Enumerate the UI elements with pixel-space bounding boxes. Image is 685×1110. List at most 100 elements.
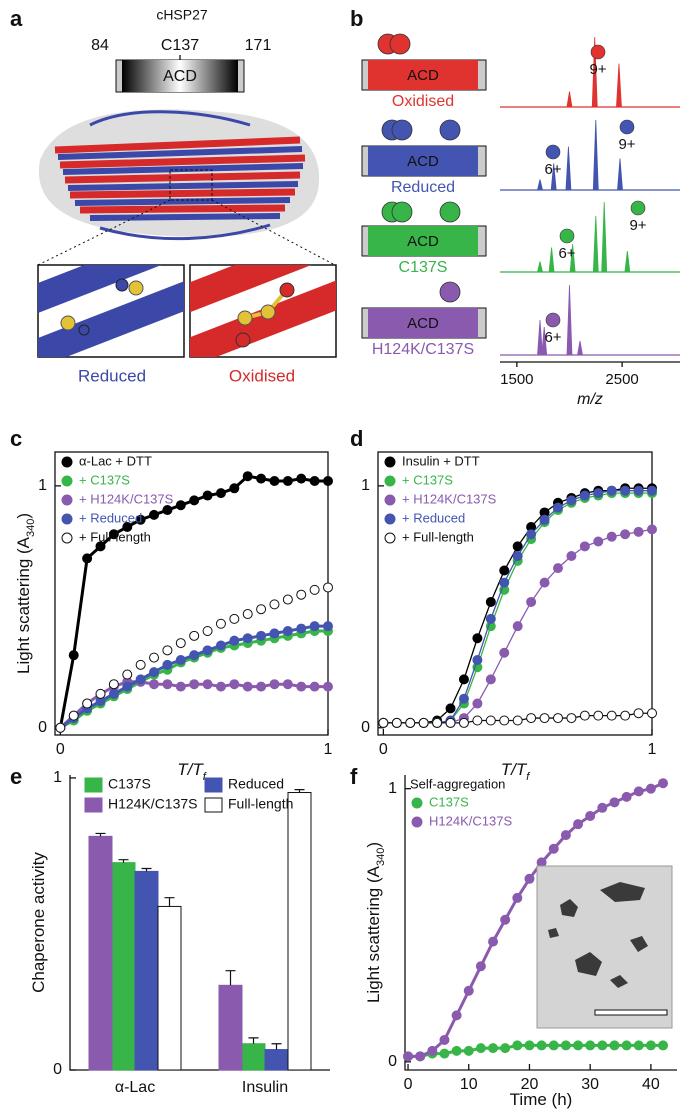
y-axis-label: Light scattering (A340) — [14, 513, 36, 674]
data-point — [229, 635, 240, 646]
data-point — [512, 1040, 523, 1051]
peak — [537, 319, 543, 356]
data-point — [647, 524, 657, 535]
data-point — [647, 708, 657, 719]
legend-marker — [61, 532, 73, 544]
data-point — [475, 961, 486, 972]
data-point — [323, 476, 333, 487]
bar — [88, 835, 113, 1071]
data-point — [269, 476, 280, 487]
data-point — [560, 1040, 571, 1051]
data-point — [609, 797, 620, 808]
legend-marker — [384, 494, 396, 506]
data-point — [135, 674, 146, 685]
data-point — [472, 715, 483, 726]
charge-label: 9+ — [618, 136, 635, 153]
data-point — [633, 1040, 644, 1051]
legend-swatch — [84, 797, 103, 813]
data-point — [189, 495, 200, 506]
oligomer-icon — [391, 119, 413, 141]
label-text: Chaperone activity — [29, 852, 48, 993]
x-tick-label: 30 — [581, 1076, 599, 1093]
data-point — [485, 674, 496, 685]
data-point — [175, 681, 186, 692]
data-point — [526, 713, 537, 724]
data-point — [439, 1034, 450, 1045]
data-point — [512, 541, 523, 552]
bar — [264, 1049, 289, 1071]
data-point — [633, 708, 644, 719]
legend-marker — [384, 456, 396, 468]
data-point — [499, 577, 510, 588]
y-tick-label: 1 — [53, 769, 62, 786]
legend-label: + Full-length — [402, 529, 474, 544]
legend-marker — [61, 475, 73, 487]
construct-domain — [368, 146, 478, 176]
error-bar — [248, 1037, 259, 1044]
legend-label: + C137S — [402, 472, 453, 487]
legend-marker — [384, 513, 396, 525]
data-point — [149, 509, 160, 520]
data-point — [579, 541, 590, 552]
legend-marker — [61, 513, 73, 525]
legend-label: H124K/C137S — [429, 813, 512, 828]
legend-marker — [411, 797, 423, 809]
data-point — [229, 483, 240, 494]
data-point — [445, 703, 456, 714]
data-point — [68, 650, 79, 661]
peak — [537, 179, 543, 191]
data-point — [418, 717, 429, 728]
peak — [617, 158, 623, 191]
data-point — [500, 1043, 511, 1054]
legend-swatch — [84, 777, 103, 793]
data-point — [585, 810, 596, 821]
peak — [577, 340, 583, 356]
data-point — [579, 490, 590, 501]
data-point — [620, 485, 631, 496]
charge-label: 6+ — [544, 329, 561, 346]
data-point — [488, 936, 499, 947]
charge-label: 9+ — [589, 61, 606, 78]
data-point — [539, 514, 550, 525]
data-point — [108, 688, 119, 699]
error-bar — [294, 789, 305, 793]
data-point — [378, 717, 389, 728]
x-tick-label: 2500 — [605, 371, 638, 388]
data-point — [175, 638, 186, 649]
peak — [541, 326, 548, 356]
data-point — [108, 679, 119, 690]
data-point — [323, 582, 333, 593]
label-text: Light scattering (A — [364, 865, 383, 1003]
data-point — [512, 551, 523, 562]
data-point — [323, 621, 333, 632]
y-tick-label: 0 — [388, 1053, 397, 1070]
data-point — [597, 1040, 608, 1051]
legend-label: Reduced — [228, 776, 284, 792]
data-point — [488, 1043, 499, 1054]
data-point — [309, 681, 320, 692]
data-point — [645, 1040, 656, 1051]
data-point — [242, 609, 253, 620]
legend-label: + Reduced — [79, 510, 142, 525]
x-axis-label: T/Tf — [177, 760, 207, 782]
data-point — [451, 1010, 462, 1021]
peak — [550, 163, 557, 191]
data-point — [647, 485, 657, 496]
data-point — [282, 679, 293, 690]
data-point — [573, 1040, 584, 1051]
label-sub: f — [203, 771, 207, 783]
charge-label: 6+ — [544, 161, 561, 178]
series-line — [408, 1043, 664, 1058]
oligomer-icon — [439, 119, 461, 141]
series-line — [383, 490, 652, 724]
data-point — [296, 681, 307, 692]
protein-structure — [37, 109, 336, 266]
data-point — [391, 717, 402, 728]
data-point — [552, 563, 563, 574]
data-point — [162, 659, 173, 670]
oligomer-icon — [439, 281, 461, 303]
data-point — [122, 681, 133, 692]
residue-label: 84 — [91, 37, 109, 54]
data-point — [309, 584, 320, 595]
